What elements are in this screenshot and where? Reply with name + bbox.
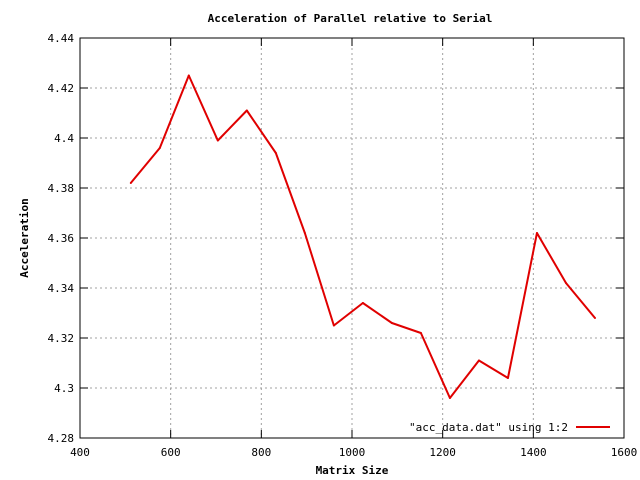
chart-title: Acceleration of Parallel relative to Ser… [208,12,493,25]
axis-ticks: 4.28 4.3 4.32 4.34 4.36 4.38 4.4 4.42 4.44 400 600… [48,32,638,459]
data-point [535,232,538,234]
data-point [187,74,190,77]
data-point [477,359,480,362]
data-point [245,109,248,112]
data-point [564,282,567,284]
y-tick-label: 4.34 [48,282,75,295]
y-tick-label: 4.44 [48,32,75,45]
x-tick-label: 1600 [611,446,638,459]
legend: "acc_data.dat" using 1:2 [409,421,610,434]
x-tick-label: 800 [251,446,271,459]
y-tick-label: 4.42 [48,82,75,95]
data-point [274,152,277,154]
y-tick-label: 4.3 [54,382,74,395]
data-point [361,302,364,304]
x-tick-label: 600 [161,446,181,459]
y-tick-label: 4.4 [54,132,74,145]
y-tick-label: 4.38 [48,182,75,195]
x-tick-label: 1400 [520,446,547,459]
y-tick-label: 4.28 [48,432,75,445]
grid [80,38,624,438]
y-tick-label: 4.32 [48,332,75,345]
data-point [303,232,306,234]
data-point [158,147,161,149]
data-point [216,139,219,142]
data-point [506,377,509,379]
data-point [593,317,596,319]
data-point [419,332,422,334]
data-point [448,397,451,399]
y-tick-label: 4.36 [48,232,75,245]
x-axis-label: Matrix Size [316,464,389,477]
series-line [130,74,596,399]
series-layer [129,74,596,399]
x-tick-label: 1200 [429,446,456,459]
y-axis-label: Acceleration [18,198,31,277]
legend-label: "acc_data.dat" using 1:2 [409,421,568,434]
data-point [390,322,393,324]
data-point [129,182,132,184]
x-tick-label: 1000 [339,446,366,459]
data-point [332,324,335,327]
x-tick-label: 400 [70,446,90,459]
